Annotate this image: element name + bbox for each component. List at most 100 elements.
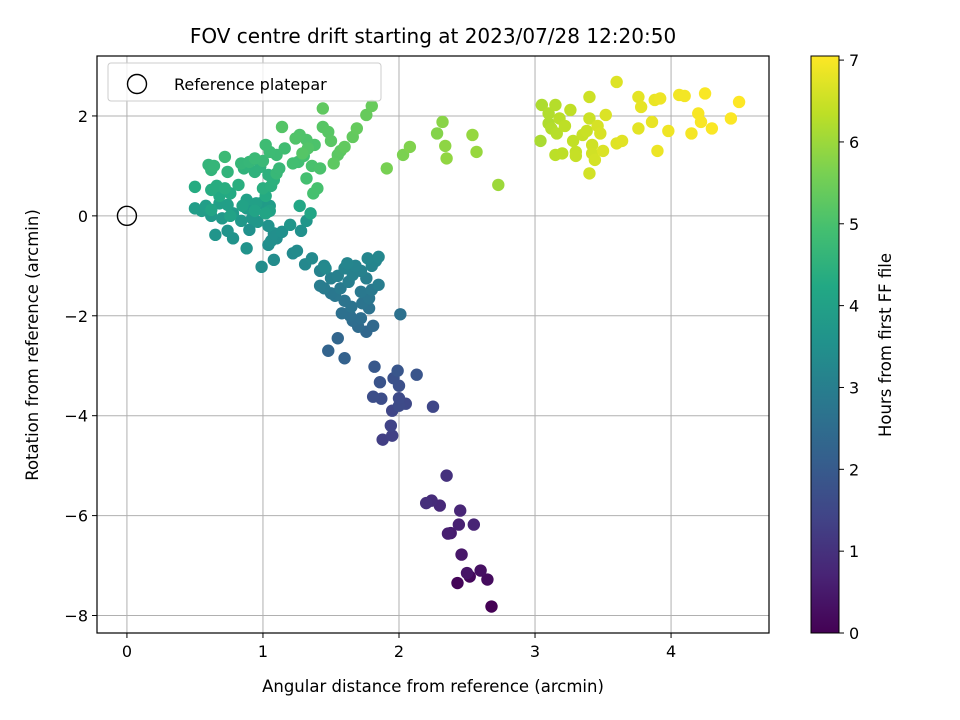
scatter-point [232,178,245,192]
scatter-point [583,167,596,180]
scatter-point [305,252,319,265]
scatter-point [278,142,291,155]
scatter-point [234,214,248,228]
colorbar-tick-label: 7 [849,51,859,70]
colorbar-label: Hours from first FF file [876,253,895,437]
x-tick-label: 0 [122,642,132,661]
scatter-point [651,144,664,158]
colorbar-tick-label: 4 [849,297,859,316]
scatter-point [645,115,659,129]
scatter-point [384,419,398,432]
scatter-point [224,209,237,223]
scatter-point [391,364,404,377]
scatter-point [535,98,549,112]
scatter-point [335,307,349,320]
y-tick-label: −2 [64,307,88,326]
scatter-point [322,344,335,357]
scatter-point [289,132,302,145]
scatter-point [255,260,268,274]
scatter-point [485,600,498,613]
scatter-point [550,127,563,140]
x-axis-title: Angular distance from reference (arcmin) [262,677,604,696]
scatter-point [300,172,313,185]
scatter-point [685,127,698,140]
colorbar-tick-label: 2 [849,460,859,479]
grid [97,56,769,633]
y-axis-ticks: −8 −6 −4 −2 0 2 [64,107,97,626]
scatter-point [372,250,385,264]
scatter-point [705,122,719,135]
scatter-point [221,165,234,179]
scatter-point [724,112,738,125]
scatter-point [273,162,286,175]
scatter-point [492,178,505,192]
scatter-point [243,223,256,237]
scatter-point [392,392,406,405]
scatter-point [580,124,593,138]
scatter-point [290,244,304,258]
colorbar: 0 1 2 3 4 5 6 7 Hours from first FF file [810,51,895,643]
x-tick-label: 2 [394,642,404,661]
scatter-point [549,98,562,112]
scatter-point [259,138,272,152]
scatter-point [331,332,344,345]
scatter-point [324,134,338,148]
scatter-point [209,228,222,242]
scatter-point [368,360,381,373]
scatter-point [569,149,583,163]
y-tick-label: 2 [78,107,88,126]
scatter-point [455,548,468,561]
scatter-point [440,469,453,482]
scatter-point [236,199,249,213]
scatter-point [452,518,466,531]
scatter-point [221,224,234,238]
scatter-point [275,225,289,239]
scatter-point [313,279,327,293]
y-tick-label: 0 [78,207,88,226]
scatter-point [556,147,569,160]
legend-box [107,62,382,102]
chart-title: FOV centre drift starting at 2023/07/28 … [190,24,676,48]
colorbar-tick-label: 1 [849,542,859,561]
colorbar-tick-label: 6 [849,133,859,152]
scatter-point [460,566,474,580]
scatter-point [354,285,368,298]
scatter-point [311,182,324,195]
scatter-point [440,152,453,165]
scatter-point [566,134,580,148]
legend-entry-reference: Reference platepar [174,75,327,94]
colorbar-tick-label: 0 [849,624,859,643]
x-tick-label: 3 [530,642,540,661]
scatter-point [467,518,481,531]
scatter-point [634,100,648,114]
scatter-point [610,75,623,89]
scatter-point [294,224,308,238]
scatter-point [678,89,691,103]
scatter-point [385,429,399,442]
scatter-point [366,319,380,332]
scatter-point [583,90,596,104]
scatter-point [583,112,596,125]
scatter-point [481,573,494,586]
scatter-point [419,496,433,510]
scatter-point [436,115,449,129]
scatter-point [275,120,289,134]
scatter-point [426,400,440,413]
colorbar-tick-label: 3 [849,378,859,397]
x-axis-ticks: 0 1 2 3 4 [122,633,676,661]
colorbar-ticks: 0 1 2 3 4 5 6 7 [839,51,859,643]
scatter-point [372,278,385,292]
scatter-point [474,564,487,577]
scatter-point [534,134,547,148]
legend-marker-icon [126,73,148,95]
scatter-points [188,75,746,613]
scatter-point [259,207,272,220]
scatter-point [338,352,351,365]
scatter-point [338,294,351,307]
scatter-point [316,102,330,115]
colorbar-gradient [810,55,840,634]
scatter-point [430,127,444,140]
scatter-point [439,139,452,153]
scatter-point [558,119,572,133]
reference-marker-layer [116,205,138,227]
